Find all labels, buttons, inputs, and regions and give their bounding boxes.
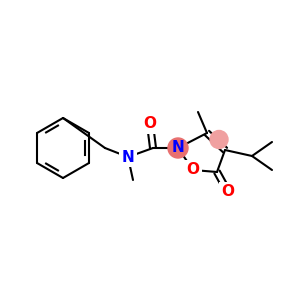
- Circle shape: [210, 130, 228, 148]
- Text: N: N: [122, 149, 134, 164]
- Circle shape: [168, 138, 188, 158]
- Text: O: O: [187, 163, 200, 178]
- Text: O: O: [221, 184, 235, 200]
- Text: O: O: [143, 116, 157, 131]
- Text: N: N: [172, 140, 184, 155]
